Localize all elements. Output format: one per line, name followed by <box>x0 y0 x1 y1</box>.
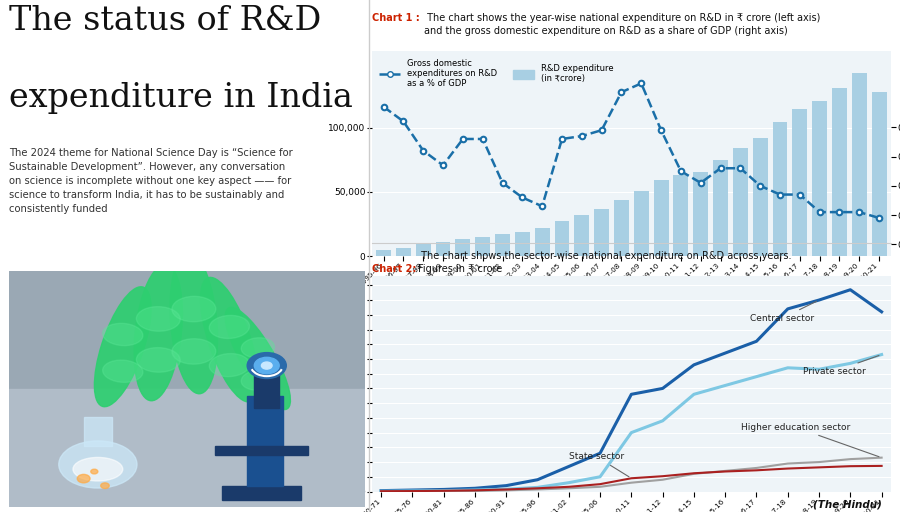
Bar <box>574 215 590 256</box>
Bar <box>772 122 788 256</box>
Bar <box>455 239 471 256</box>
Ellipse shape <box>137 348 180 372</box>
Bar <box>693 172 708 256</box>
Ellipse shape <box>134 265 183 401</box>
Bar <box>396 248 410 256</box>
Bar <box>436 242 451 256</box>
Bar <box>812 101 827 256</box>
Text: Higher education sector: Higher education sector <box>741 423 879 457</box>
Circle shape <box>248 353 286 378</box>
Bar <box>248 396 283 486</box>
Bar <box>376 250 391 256</box>
Bar <box>222 486 301 500</box>
Ellipse shape <box>210 315 249 338</box>
Bar <box>495 233 510 256</box>
Text: Chart 2:: Chart 2: <box>372 264 416 274</box>
Circle shape <box>91 469 98 474</box>
Bar <box>733 148 748 256</box>
Circle shape <box>261 362 272 369</box>
Legend: Gross domestic
expenditures on R&D
as a % of GDP, R&D expenditure
(in ₹crore): Gross domestic expenditures on R&D as a … <box>376 55 617 92</box>
Bar <box>653 181 669 256</box>
Ellipse shape <box>201 278 258 402</box>
Bar <box>614 200 629 256</box>
Bar <box>673 175 689 256</box>
Bar <box>852 73 867 256</box>
Text: (The Hindu): (The Hindu) <box>813 499 882 509</box>
Ellipse shape <box>58 441 137 488</box>
Ellipse shape <box>103 360 143 382</box>
Circle shape <box>77 475 90 483</box>
Ellipse shape <box>210 354 249 377</box>
Bar <box>792 109 807 256</box>
Bar <box>84 417 112 445</box>
Bar <box>535 228 550 256</box>
Text: The chart shows the sector-wise national expenditure on R&D across years.
Figure: The chart shows the sector-wise national… <box>418 251 792 274</box>
Text: Private sector: Private sector <box>804 355 879 376</box>
Ellipse shape <box>172 296 216 322</box>
Bar <box>832 88 847 256</box>
Bar <box>752 138 768 256</box>
Bar <box>9 389 364 507</box>
Text: expenditure in India: expenditure in India <box>9 82 353 114</box>
Bar <box>554 221 570 256</box>
Ellipse shape <box>137 307 180 331</box>
Ellipse shape <box>73 457 122 481</box>
Bar <box>475 237 491 256</box>
Bar <box>416 245 431 256</box>
Ellipse shape <box>103 324 143 346</box>
Bar <box>872 92 886 256</box>
Ellipse shape <box>225 307 291 410</box>
Text: Central sector: Central sector <box>751 301 816 323</box>
Bar <box>634 191 649 256</box>
Ellipse shape <box>172 339 216 364</box>
Bar <box>255 370 279 408</box>
Text: Chart 1 :: Chart 1 : <box>372 13 419 23</box>
Bar <box>594 209 609 256</box>
Text: State sector: State sector <box>569 452 629 477</box>
Ellipse shape <box>94 287 151 407</box>
Bar <box>713 160 728 256</box>
Bar <box>215 445 308 455</box>
Text: The chart shows the year-wise national expenditure on R&D in ₹ crore (left axis): The chart shows the year-wise national e… <box>424 13 820 36</box>
Ellipse shape <box>241 338 274 357</box>
Bar <box>515 231 530 256</box>
Ellipse shape <box>241 370 274 390</box>
Circle shape <box>255 357 279 374</box>
Text: The status of R&D: The status of R&D <box>9 5 321 37</box>
Ellipse shape <box>170 252 218 394</box>
Text: The 2024 theme for National Science Day is “Science for
Sustainable Development”: The 2024 theme for National Science Day … <box>9 148 292 215</box>
Circle shape <box>101 483 109 488</box>
